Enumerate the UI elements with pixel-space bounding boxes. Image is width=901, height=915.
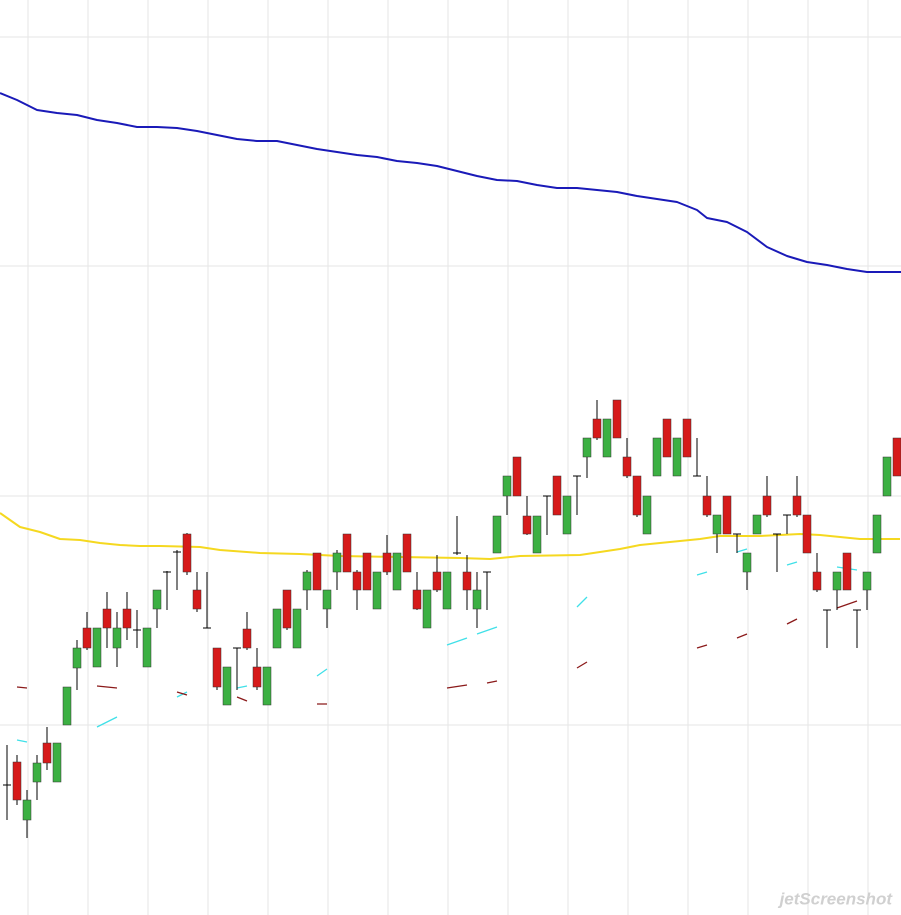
candle-body [12, 761, 22, 801]
candle-body [752, 514, 762, 535]
candle-body [212, 647, 222, 688]
candle-body [122, 608, 132, 629]
candle-body [312, 552, 322, 591]
candle-body [62, 686, 72, 726]
candle-body [352, 571, 362, 591]
candle-body [32, 762, 42, 783]
candle-body [812, 571, 822, 591]
candle-body [362, 552, 372, 591]
indicator-line [0, 92, 901, 273]
candle-body [22, 799, 32, 821]
candle-body [552, 475, 562, 516]
candle-body [412, 589, 422, 610]
candle-body [142, 627, 152, 668]
candle-body [292, 608, 302, 649]
candles [3, 399, 901, 838]
candle-body [462, 571, 472, 591]
candle-body [372, 571, 382, 610]
candle-body [532, 515, 542, 554]
candle-body [722, 495, 732, 535]
indicator-line [16, 600, 858, 705]
candle-body [522, 515, 532, 535]
candle-body [562, 495, 572, 535]
candle-body [262, 666, 272, 706]
indicator-line [16, 548, 858, 743]
candle-body [102, 608, 112, 629]
candle-body [652, 437, 662, 477]
candle-body [842, 552, 852, 591]
candle-body [492, 515, 502, 554]
candle-body [792, 495, 802, 516]
candle-body [632, 475, 642, 516]
candle-body [92, 627, 102, 668]
candle-body [422, 589, 432, 629]
candle-body [502, 475, 512, 497]
indicator-line [0, 512, 900, 560]
candle-body [582, 437, 592, 458]
candle-body [612, 399, 622, 439]
candle-body [322, 589, 332, 610]
candle-body [192, 589, 202, 610]
candle-body [592, 418, 602, 439]
candle-body [442, 571, 452, 610]
candle-body [82, 627, 92, 649]
candle-body [472, 589, 482, 610]
candle-body [332, 552, 342, 573]
lines [0, 92, 901, 743]
candle-body [642, 495, 652, 535]
candle-body [762, 495, 772, 516]
candle-body [42, 742, 52, 764]
candle-body [802, 514, 812, 554]
candle-body [342, 533, 352, 573]
candle-body [512, 456, 522, 497]
candle-body [152, 589, 162, 610]
candle-body [872, 514, 882, 554]
candle-body [112, 627, 122, 649]
candle-body [72, 647, 82, 669]
candle-body [382, 552, 392, 573]
candle-body [602, 418, 612, 458]
candle-body [242, 628, 252, 649]
candle-body [392, 552, 402, 591]
candle-body [252, 666, 262, 688]
candle-body [742, 552, 752, 573]
candle-body [52, 742, 62, 783]
candle-body [672, 437, 682, 477]
candle-body [302, 571, 312, 591]
candle-body [272, 608, 282, 649]
candle-body [702, 495, 712, 516]
candle-body [862, 571, 872, 591]
candle-body [892, 437, 901, 477]
candle-body [622, 456, 632, 477]
candle-body [402, 533, 412, 573]
candle-body [832, 571, 842, 591]
candle-body [182, 533, 192, 573]
candle-body [662, 418, 672, 458]
candle-body [682, 418, 692, 458]
candle-body [432, 571, 442, 591]
candle-body [222, 666, 232, 706]
candle-body [882, 456, 892, 497]
watermark: jetScreenshot [778, 889, 894, 908]
candle-body [712, 514, 722, 535]
candle-body [282, 589, 292, 629]
